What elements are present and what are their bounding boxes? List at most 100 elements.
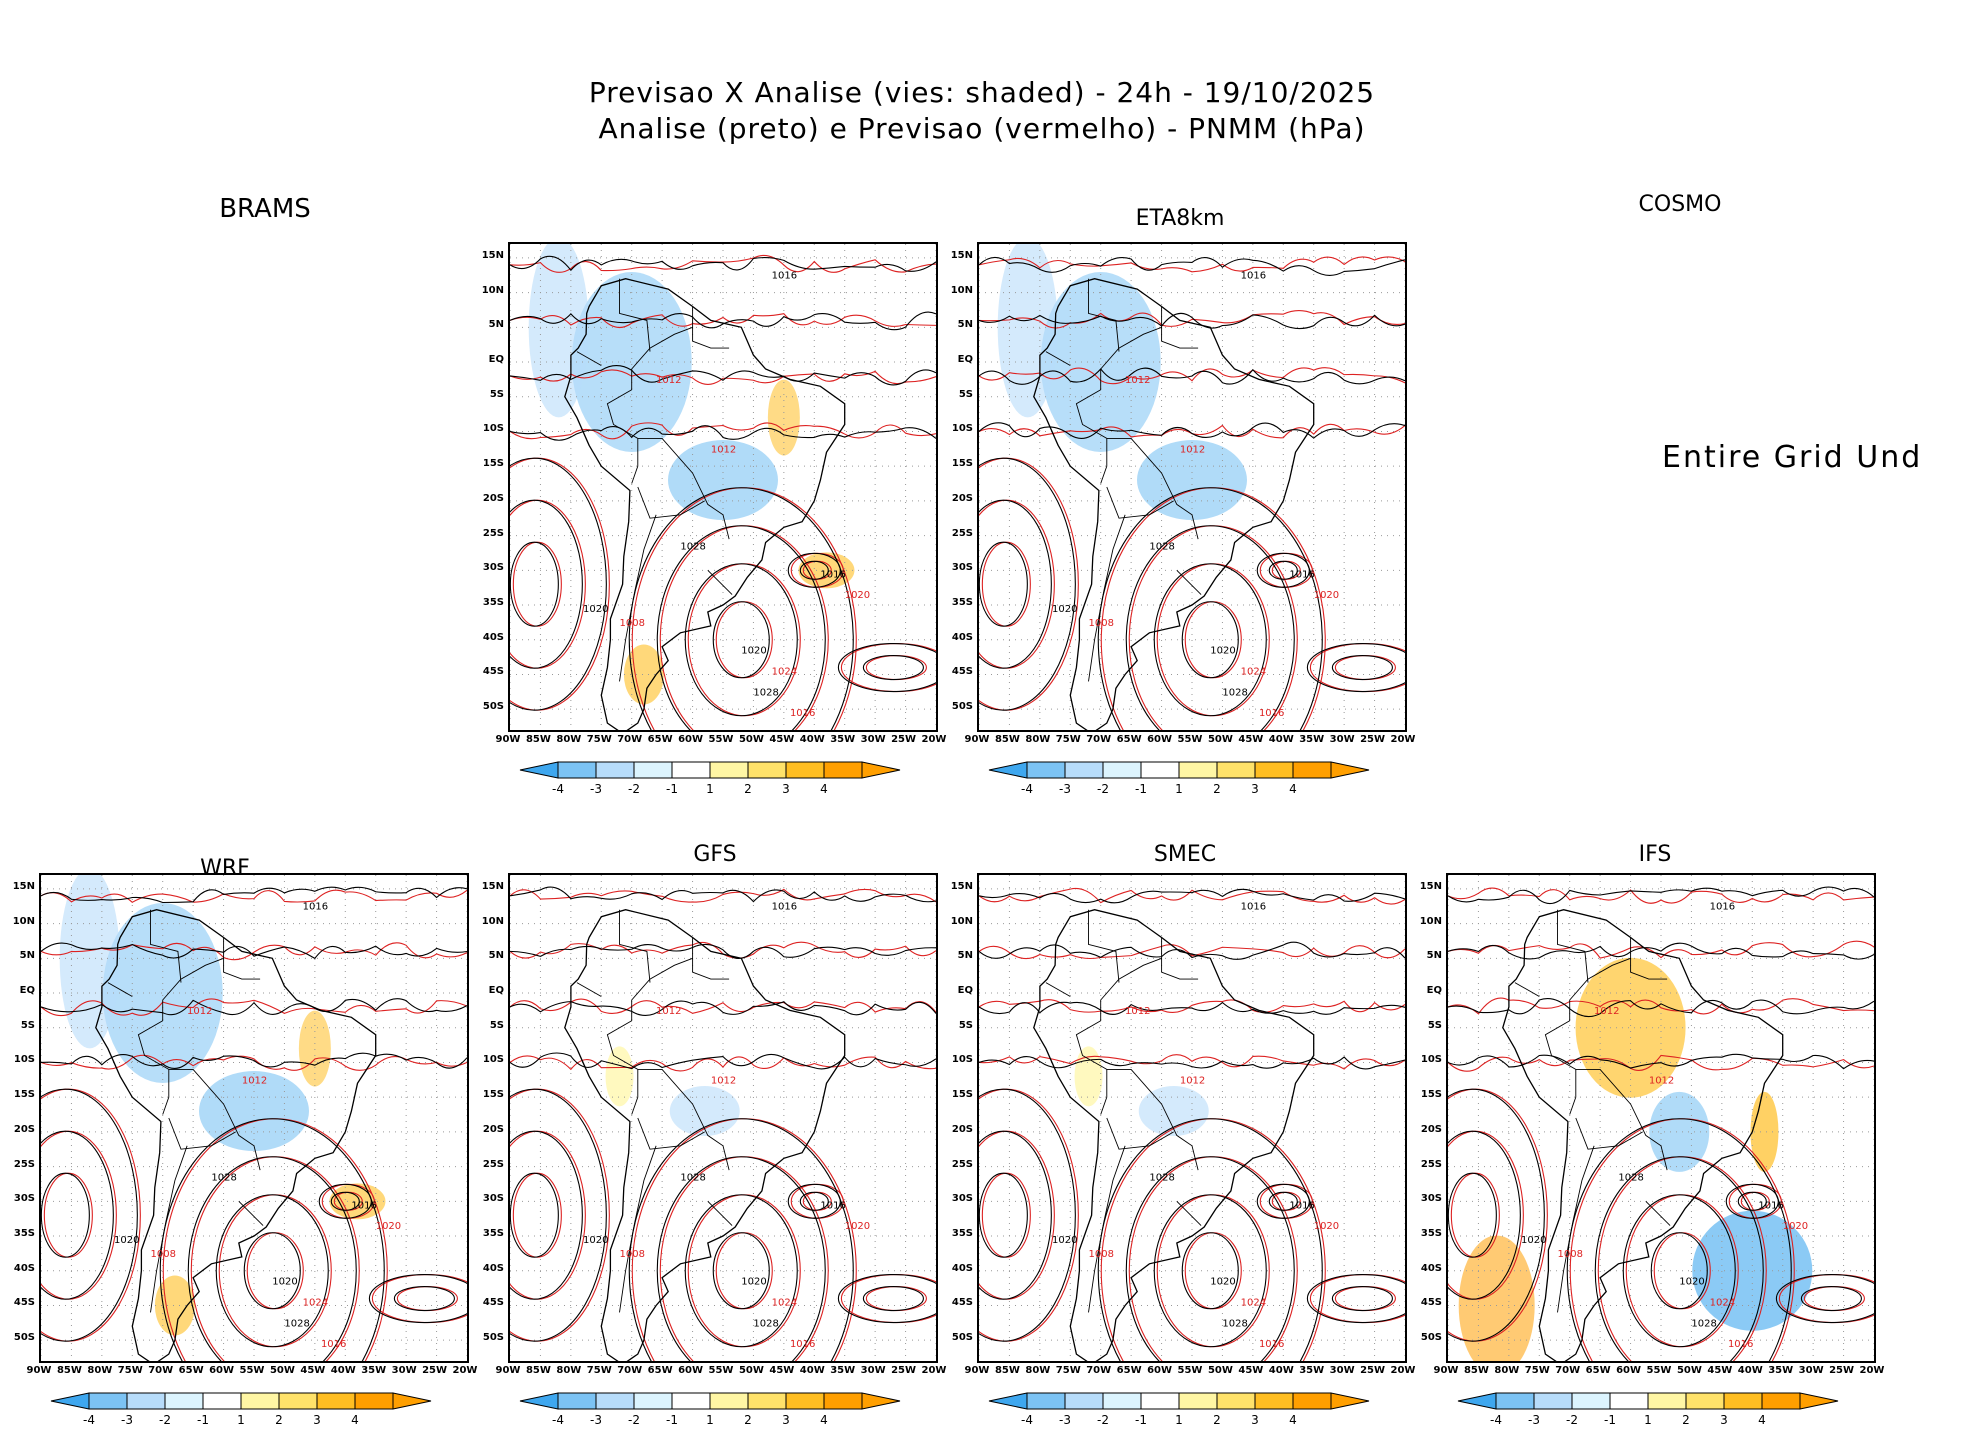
contour-label: 1016 <box>1241 271 1266 282</box>
map-brams: 1016 1012 1020 1024 1028 1016 1016 1020 1020 1008… <box>508 242 938 732</box>
contour-label: 1012 <box>1125 1006 1150 1017</box>
x-tick-label: 60W <box>1147 1365 1173 1376</box>
gridlines <box>1448 875 1874 1361</box>
map-eta8km: 1016 1012 1020 1024 1028 1016 1016 1020 1020 1008… <box>977 242 1407 732</box>
contour-label: 1020 <box>376 1221 401 1232</box>
y-tick-label: 10N <box>1419 915 1442 927</box>
x-tick-label: 20W <box>1390 1365 1416 1376</box>
colorbar-label: -3 <box>1059 782 1071 796</box>
x-tick-label: 50W <box>738 734 764 745</box>
contour-label: 1024 <box>772 666 797 677</box>
colorbar-label: 3 <box>313 1413 321 1427</box>
contour-label: 1016 <box>820 1200 845 1211</box>
contour-labels: 1016101210201024102810161016102010201008… <box>1521 902 1808 1350</box>
y-tick-label: 30S <box>13 1193 35 1205</box>
x-tick-label: 70W <box>148 1365 174 1376</box>
colorbar-label: 3 <box>1720 1413 1728 1427</box>
y-tick-label: 15N <box>481 880 504 892</box>
contour-label: 1008 <box>1089 1249 1114 1260</box>
colorbar-label: 1 <box>1175 1413 1183 1427</box>
x-tick-label: 50W <box>1207 1365 1233 1376</box>
x-tick-label: 35W <box>1768 1365 1794 1376</box>
contour-label: 1016 <box>321 1339 346 1350</box>
x-tick-label: 60W <box>678 1365 704 1376</box>
colorbar-label: -4 <box>1021 1413 1033 1427</box>
contour-label: 1016 <box>820 569 845 580</box>
x-tick-label: 35W <box>1299 1365 1325 1376</box>
contour-label: 1016 <box>772 271 797 282</box>
x-tick-label: 55W <box>1177 734 1203 745</box>
colorbar-label: -3 <box>121 1413 133 1427</box>
y-tick-label: 25S <box>482 527 504 539</box>
map-canvas-eta8km: 1016101210201024102810161016102010201008… <box>979 244 1405 730</box>
y-tick-label: 20S <box>951 1123 973 1135</box>
y-tick-label: 40S <box>13 1262 35 1274</box>
panel-title-ifs: IFS <box>1638 842 1672 867</box>
gridlines <box>510 244 936 730</box>
panel-title-smec: SMEC <box>1153 842 1217 867</box>
colorbar-label: -2 <box>1566 1413 1578 1427</box>
contour-label: 1028 <box>284 1318 309 1329</box>
y-tick-label: 15N <box>950 880 973 892</box>
x-tick-label: 70W <box>617 1365 643 1376</box>
analysis-contours <box>979 256 1405 730</box>
colorbar-label: -4 <box>552 1413 564 1427</box>
contour-label: 1016 <box>1710 902 1735 913</box>
y-tick-label: 40S <box>482 631 504 643</box>
x-tick-label: 20W <box>1859 1365 1885 1376</box>
y-tick-label: 20S <box>482 1123 504 1135</box>
contour-label: 1012 <box>656 375 681 386</box>
y-tick-label: 35S <box>1420 1228 1442 1240</box>
contour-label: 1016 <box>1289 1200 1314 1211</box>
contour-label: 1016 <box>303 902 328 913</box>
x-tick-label: 85W <box>994 734 1020 745</box>
x-tick-label: 50W <box>1207 734 1233 745</box>
contour-label: 1020 <box>1314 590 1339 601</box>
y-tick-label: 5N <box>488 950 504 962</box>
x-tick-label: 45W <box>1707 1365 1733 1376</box>
map-canvas-brams: 1016101210201024102810161016102010201008… <box>510 244 936 730</box>
contour-label: 1028 <box>211 1172 236 1183</box>
x-tick-label: 70W <box>1086 734 1112 745</box>
colorbar-label: -3 <box>590 782 602 796</box>
x-tick-label: 85W <box>56 1365 82 1376</box>
y-tick-label: 5N <box>957 950 973 962</box>
contour-label: 1008 <box>151 1249 176 1260</box>
y-tick-label: 30S <box>951 1193 973 1205</box>
y-tick-label: 25S <box>951 1158 973 1170</box>
colorbar-label: 3 <box>1251 1413 1259 1427</box>
panel-title-cosmo: COSMO <box>1638 192 1722 217</box>
contour-label: 1020 <box>1210 1277 1235 1288</box>
x-tick-label: 65W <box>1585 1365 1611 1376</box>
x-tick-label: 70W <box>1086 1365 1112 1376</box>
colorbar-label: 1 <box>237 1413 245 1427</box>
contour-label: 1016 <box>1241 902 1266 913</box>
contour-label: 1012 <box>1180 1075 1205 1086</box>
title-line-2: Analise (preto) e Previsao (vermelho) - … <box>598 112 1366 145</box>
contour-label: 1016 <box>1259 1339 1284 1350</box>
colorbar-label: -1 <box>1604 1413 1616 1427</box>
map-ifs: 1016 1012 1020 1024 1028 1016 1016 1020 1020 1008… <box>1446 873 1876 1363</box>
contour-label: 1028 <box>680 1172 705 1183</box>
contour-labels: 1016101210201024102810161016102010201008… <box>583 902 870 1350</box>
y-tick-label: 40S <box>482 1262 504 1274</box>
x-tick-label: 40W <box>1268 1365 1294 1376</box>
contour-label: 1012 <box>656 1006 681 1017</box>
y-tick-label: 10S <box>1420 1054 1442 1066</box>
x-tick-label: 20W <box>452 1365 478 1376</box>
country-borders <box>576 909 733 1313</box>
contour-labels: 1016101210201024102810161016102010201008… <box>583 271 870 719</box>
y-tick-label: 5N <box>488 319 504 331</box>
y-tick-label: 25S <box>482 1158 504 1170</box>
contour-label: 1028 <box>753 687 778 698</box>
x-tick-label: 60W <box>1616 1365 1642 1376</box>
x-tick-label: 35W <box>1299 734 1325 745</box>
y-tick-label: 10S <box>13 1054 35 1066</box>
x-tick-label: 80W <box>1494 1365 1520 1376</box>
y-tick-label: 40S <box>951 1262 973 1274</box>
y-tick-label: 5S <box>489 1019 504 1031</box>
contour-label: 1020 <box>583 604 608 615</box>
x-tick-label: 40W <box>799 1365 825 1376</box>
y-tick-label: 10N <box>481 284 504 296</box>
y-tick-label: 15N <box>1419 880 1442 892</box>
